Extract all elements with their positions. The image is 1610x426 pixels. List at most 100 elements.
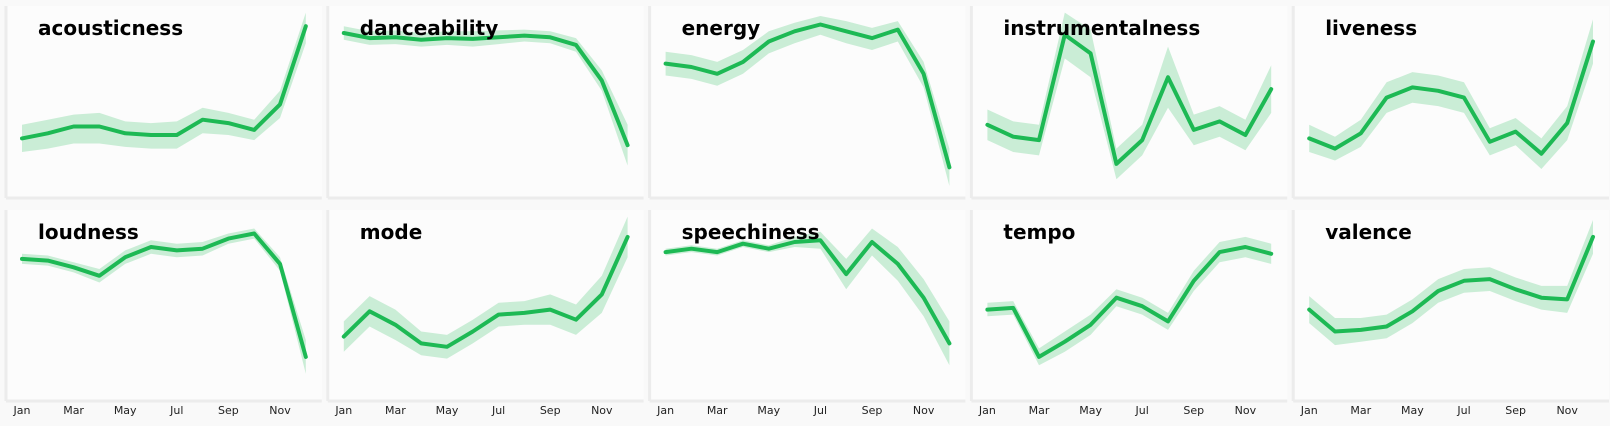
- data-point: [1385, 325, 1389, 329]
- data-point: [1359, 328, 1363, 332]
- data-point: [896, 28, 900, 32]
- x-tick-label: Nov: [591, 404, 613, 417]
- chart-panel-tempo: tempo Jan Mar May Jul Sep Nov: [969, 210, 1288, 417]
- chart-title: valence: [1325, 220, 1412, 244]
- series-line: [341, 31, 630, 148]
- data-point: [600, 79, 604, 83]
- data-point: [574, 43, 578, 47]
- data-point: [20, 136, 24, 140]
- data-point: [1192, 279, 1196, 283]
- x-tick-label: Jan: [334, 404, 352, 417]
- series-line: [20, 24, 308, 141]
- chart-panel-speechiness: speechiness Jan Mar May Jul Sep Nov: [648, 210, 966, 417]
- data-point: [574, 318, 578, 322]
- x-tick-label: Jan: [1300, 404, 1318, 417]
- data-point: [1063, 340, 1067, 344]
- data-point: [471, 330, 475, 334]
- data-point: [985, 308, 989, 312]
- x-tick-label: Sep: [1183, 404, 1204, 417]
- data-point: [548, 308, 552, 312]
- x-tick-label: Nov: [913, 404, 935, 417]
- data-point: [947, 165, 951, 169]
- series-line: [663, 22, 952, 170]
- data-point: [1565, 297, 1569, 301]
- data-point: [226, 121, 230, 125]
- data-point: [445, 345, 449, 349]
- panel-background: [971, 210, 1288, 401]
- data-point: [123, 255, 127, 259]
- data-point: [252, 232, 256, 236]
- data-point: [1192, 128, 1196, 132]
- chart-title: danceability: [360, 16, 498, 40]
- data-point: [342, 335, 346, 339]
- data-point: [664, 62, 668, 66]
- data-point: [72, 125, 76, 129]
- x-tick-label: Mar: [1029, 404, 1050, 417]
- x-tick-label: Jul: [813, 404, 827, 417]
- x-tick-label: Mar: [63, 404, 84, 417]
- data-point: [175, 133, 179, 137]
- data-point: [626, 143, 630, 147]
- data-point: [149, 133, 153, 137]
- data-point: [947, 341, 951, 345]
- series-line: [1307, 234, 1595, 334]
- data-point: [985, 123, 989, 127]
- data-point: [1114, 162, 1118, 166]
- data-point: [278, 102, 282, 106]
- data-point: [1269, 87, 1273, 91]
- x-tick-label: Nov: [1556, 404, 1578, 417]
- data-point: [342, 31, 346, 35]
- panel-background: [1293, 6, 1609, 198]
- data-point: [1514, 287, 1518, 291]
- data-point: [1166, 319, 1170, 323]
- data-point: [278, 262, 282, 266]
- data-point: [1359, 131, 1363, 135]
- data-point: [1089, 323, 1093, 327]
- data-point: [715, 250, 719, 254]
- x-tick-label: May: [757, 404, 780, 417]
- data-point: [844, 29, 848, 33]
- chart-title: liveness: [1325, 16, 1417, 40]
- data-point: [226, 237, 230, 241]
- data-point: [767, 247, 771, 251]
- data-point: [1410, 309, 1414, 313]
- data-point: [304, 24, 308, 28]
- panel-background: [971, 6, 1288, 198]
- data-point: [922, 72, 926, 76]
- chart-panel-danceability: danceability: [326, 6, 644, 200]
- chart-panel-instrumentalness: instrumentalness: [969, 6, 1288, 200]
- x-tick-label: Jan: [13, 404, 31, 417]
- data-point: [1243, 133, 1247, 137]
- confidence-band: [1309, 220, 1593, 346]
- data-point: [600, 292, 604, 296]
- confidence-band: [665, 16, 950, 186]
- confidence-band: [343, 26, 628, 166]
- data-point: [304, 355, 308, 359]
- panel-background: [6, 210, 322, 401]
- x-tick-label: Jul: [169, 404, 183, 417]
- data-point: [1269, 252, 1273, 256]
- x-tick-label: Mar: [707, 404, 728, 417]
- x-tick-label: May: [1401, 404, 1424, 417]
- data-point: [896, 262, 900, 266]
- chart-panel-valence: valence Jan Mar May Jul Sep Nov: [1291, 210, 1609, 417]
- chart-panel-liveness: liveness: [1291, 6, 1609, 200]
- data-point: [252, 128, 256, 132]
- data-point: [1488, 140, 1492, 144]
- data-point: [1539, 296, 1543, 300]
- x-tick-label: Nov: [1235, 404, 1257, 417]
- data-point: [1539, 152, 1543, 156]
- data-point: [1462, 96, 1466, 100]
- x-tick-label: Jul: [1135, 404, 1149, 417]
- data-point: [818, 23, 822, 27]
- x-tick-label: Jan: [656, 404, 674, 417]
- data-point: [741, 60, 745, 64]
- panel-background: [1293, 210, 1609, 401]
- data-point: [20, 257, 24, 261]
- data-point: [419, 341, 423, 345]
- data-point: [1166, 75, 1170, 79]
- data-point: [1591, 235, 1595, 239]
- series-line: [663, 238, 952, 346]
- x-tick-label: Sep: [540, 404, 561, 417]
